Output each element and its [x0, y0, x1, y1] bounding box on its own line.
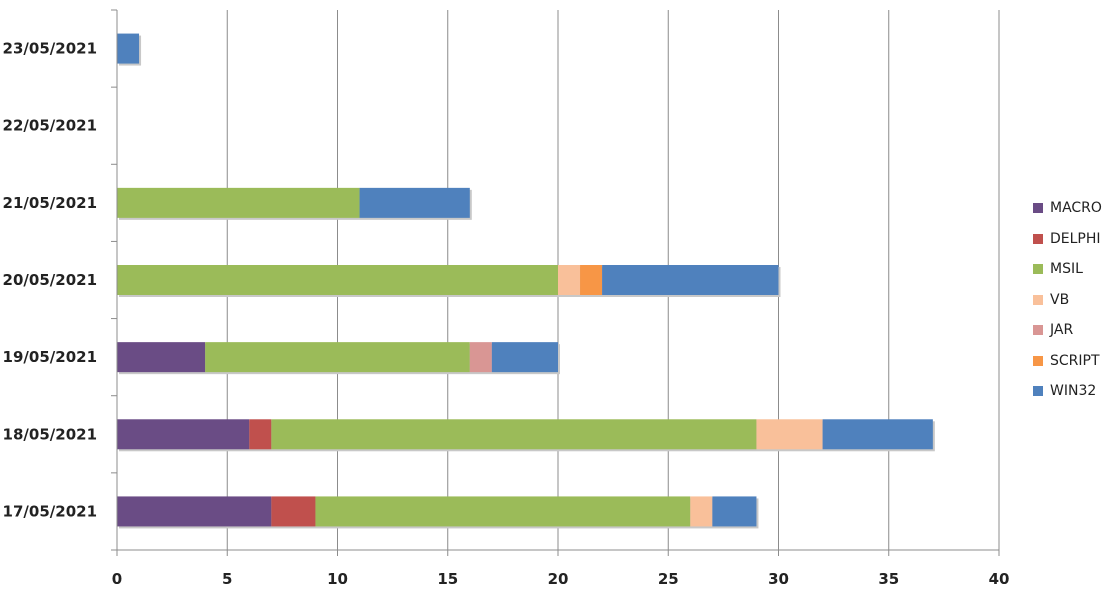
y-tick-label: 19/05/2021 [3, 348, 97, 366]
x-tick-label: 30 [768, 570, 789, 588]
bar-win32 [712, 496, 757, 527]
bar-win32 [117, 33, 140, 64]
legend-item: MACRO [1033, 193, 1102, 224]
legend-swatch [1033, 294, 1043, 305]
x-tick-label: 10 [327, 570, 348, 588]
legend-swatch [1033, 325, 1043, 336]
bar-macro [117, 342, 206, 373]
y-tick-label: 20/05/2021 [3, 271, 97, 289]
legend-item: SCRIPT [1033, 346, 1102, 377]
y-tick-label: 18/05/2021 [3, 425, 97, 443]
y-tick-label: 21/05/2021 [3, 194, 97, 212]
bar-win32 [822, 419, 933, 450]
bar-vb [690, 496, 713, 527]
y-tick-labels: 17/05/2021 18/05/2021 19/05/2021 20/05/2021… [3, 40, 97, 521]
bar-script [580, 265, 603, 295]
legend-swatch [1033, 203, 1043, 214]
bar-win32 [491, 342, 558, 373]
legend-swatch [1033, 386, 1043, 397]
legend-item: VB [1033, 285, 1102, 316]
bar-msil [117, 187, 360, 218]
legend-label: MACRO [1050, 200, 1102, 217]
bar-msil [205, 342, 470, 373]
legend-label: WIN32 [1050, 383, 1097, 400]
legend-label: VB [1050, 291, 1070, 308]
legend-label: JAR [1050, 322, 1074, 339]
x-tick-label: 0 [112, 570, 122, 588]
bars [117, 33, 935, 529]
bar-win32 [602, 265, 779, 295]
legend-item: WIN32 [1033, 376, 1102, 407]
legend-swatch [1033, 355, 1043, 366]
x-tick-labels: 0 5 10 15 20 25 30 35 40 [112, 570, 1010, 588]
legend-item: DELPHI [1033, 224, 1102, 255]
legend-label: MSIL [1050, 261, 1083, 278]
bar-delphi [249, 419, 272, 450]
legend-item: MSIL [1033, 254, 1102, 285]
bar-msil [271, 419, 757, 450]
legend-label: DELPHI [1050, 230, 1101, 247]
x-tick-label: 35 [878, 570, 899, 588]
bar-msil [117, 265, 558, 295]
y-tick-label: 22/05/2021 [3, 117, 97, 135]
y-tick-label: 17/05/2021 [3, 502, 97, 520]
x-tick-label: 5 [222, 570, 232, 588]
bar-msil [315, 496, 691, 527]
bar-jar [469, 342, 492, 373]
bar-win32 [359, 187, 470, 218]
y-tick-label: 23/05/2021 [3, 40, 97, 58]
legend-item: JAR [1033, 315, 1102, 346]
x-tick-label: 20 [548, 570, 569, 588]
bar-delphi [271, 496, 316, 527]
legend-swatch [1033, 264, 1043, 275]
bar-vb [756, 419, 823, 450]
bar-vb [558, 265, 581, 295]
legend-swatch [1033, 233, 1043, 244]
x-tick-label: 40 [989, 570, 1010, 588]
legend-label: SCRIPT [1050, 352, 1100, 369]
legend: MACRO DELPHI MSIL VB JAR SCRIPT WIN32 [1033, 193, 1102, 407]
axes [111, 9, 1000, 556]
bar-macro [117, 419, 250, 450]
bar-macro [117, 496, 272, 527]
x-tick-label: 15 [437, 570, 458, 588]
x-tick-label: 25 [658, 570, 679, 588]
